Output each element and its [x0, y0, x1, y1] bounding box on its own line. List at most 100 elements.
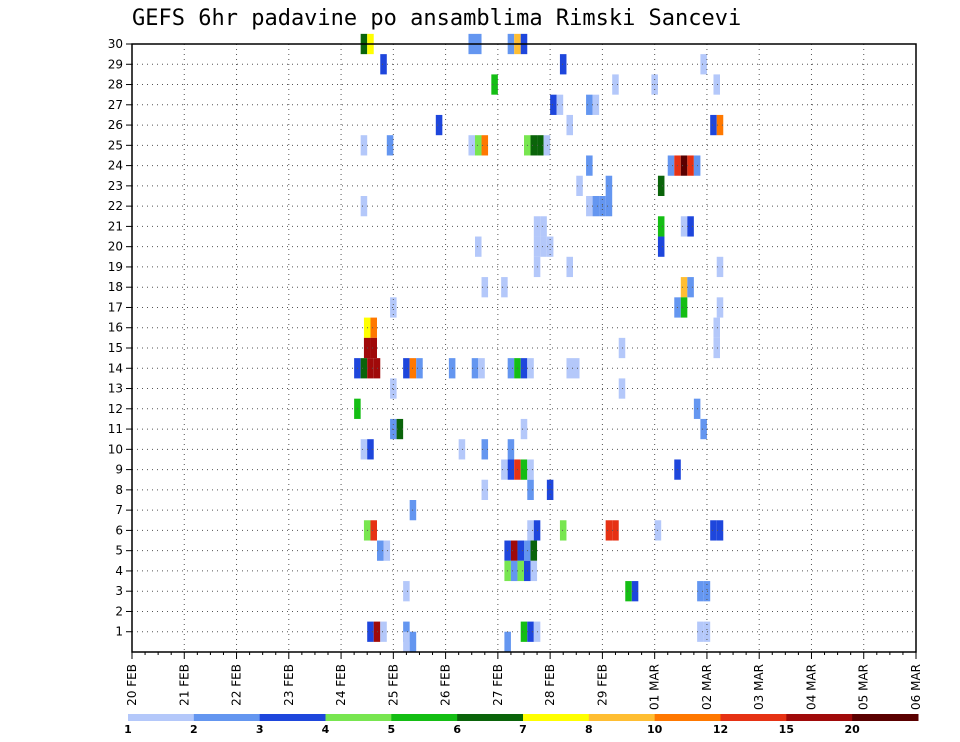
heat-cell [377, 540, 384, 561]
y-tick-label: 4 [115, 564, 123, 578]
heat-cell [475, 135, 482, 156]
heat-cell [573, 358, 580, 379]
y-tick-label: 7 [115, 503, 123, 517]
colorbar-segment [457, 714, 524, 721]
y-tick-label: 27 [108, 98, 123, 112]
y-tick-label: 8 [115, 483, 123, 497]
colorbar-segment [259, 714, 326, 721]
y-tick-label: 18 [108, 280, 123, 294]
heat-cell [605, 175, 613, 196]
colorbar-segment [786, 714, 853, 721]
heat-cell [710, 520, 717, 541]
chart-title: GEFS 6hr padavine po ansamblima Rimski S… [132, 6, 742, 31]
x-tick-label: 27 FEB [491, 664, 505, 706]
y-tick-label: 23 [108, 179, 123, 193]
colorbar-label: 6 [453, 723, 461, 736]
heat-cell [540, 216, 547, 237]
heat-cell [520, 418, 528, 440]
heat-cell [680, 297, 688, 318]
colorbar-segment [391, 714, 458, 721]
x-tick-label: 24 FEB [334, 664, 348, 706]
heat-cell [403, 358, 410, 379]
y-axis: 1234567891011121314151617181920212223242… [108, 37, 132, 639]
x-axis: 20 FEB 21 FEB 22 FEB 23 FEB 24 FEB 25 FEB 26 F… [125, 652, 923, 710]
heat-cell [657, 175, 665, 196]
heat-cell [687, 155, 694, 176]
heat-cell [592, 94, 600, 115]
heat-cell [481, 135, 489, 156]
heat-cell [370, 317, 377, 338]
colorbar-label: 8 [585, 723, 593, 736]
heat-cell [475, 236, 482, 257]
heat-cell [435, 114, 443, 136]
y-tick-label: 12 [108, 402, 123, 416]
heat-cell [504, 631, 511, 652]
y-tick-label: 14 [108, 361, 123, 375]
colorbar-segment [852, 714, 919, 721]
heat-cell [703, 581, 711, 602]
y-tick-label: 28 [108, 78, 123, 92]
colorbar-segment [193, 714, 261, 721]
x-tick-label: 28 FEB [543, 664, 557, 706]
heat-cell [373, 358, 381, 379]
x-tick-label: 25 FEB [386, 664, 400, 706]
colorbar: 1 2 3 4 5 6 7 8 10 12 15 20 [124, 714, 919, 736]
heat-cell [657, 216, 665, 237]
y-tick-label: 6 [115, 523, 123, 537]
heat-cell [367, 621, 374, 642]
heat-cell [373, 621, 381, 642]
heat-cell [458, 439, 466, 460]
heat-cell [586, 94, 593, 115]
heat-cell [360, 196, 368, 217]
x-tick-label: 29 FEB [595, 664, 609, 706]
heat-cell [367, 358, 374, 379]
heat-cell [360, 358, 368, 379]
heat-cell [713, 337, 720, 359]
heat-cell [481, 479, 489, 500]
heat-cell [507, 439, 515, 460]
colorbar-label: 2 [190, 723, 198, 736]
heat-cell [566, 256, 573, 278]
heat-cell [687, 277, 694, 298]
x-tick-label: 06 MAR [909, 664, 923, 710]
heat-cell [700, 418, 707, 440]
colorbar-segment [654, 714, 721, 721]
y-tick-label: 25 [108, 138, 123, 152]
heat-cell [576, 175, 583, 196]
heat-cell [716, 256, 724, 278]
heat-cell [491, 74, 498, 95]
colorbar-segment [325, 714, 392, 721]
y-tick-label: 30 [108, 37, 123, 51]
heat-cell [527, 621, 534, 642]
heat-cell [530, 135, 538, 156]
y-tick-label: 21 [108, 219, 123, 233]
heat-cell [697, 581, 704, 602]
heat-cell [527, 459, 534, 480]
heat-cell [687, 216, 694, 237]
colorbar-label: 12 [713, 723, 728, 736]
heat-cell [380, 621, 387, 642]
heat-cell [559, 54, 567, 75]
y-tick-label: 10 [108, 442, 123, 456]
y-tick-label: 16 [108, 321, 123, 335]
heat-cell [540, 236, 547, 257]
heat-cell [403, 581, 410, 602]
x-tick-label: 04 MAR [804, 664, 818, 710]
heat-cell [468, 135, 475, 156]
heat-cell [520, 621, 528, 642]
heat-cell [631, 581, 639, 602]
y-tick-label: 2 [115, 604, 123, 618]
heat-cell [386, 135, 394, 156]
x-tick-label: 20 FEB [125, 664, 139, 706]
heat-cell [510, 540, 518, 561]
x-tick-label: 02 MAR [700, 664, 714, 710]
heat-cell [566, 358, 573, 379]
heat-cell [680, 155, 688, 176]
heat-cell [390, 378, 397, 399]
x-tick-label: 01 MAR [648, 664, 662, 710]
heat-cell [700, 54, 707, 75]
cells-layer [354, 33, 724, 652]
heat-cell [370, 520, 377, 541]
y-tick-label: 17 [108, 300, 123, 314]
